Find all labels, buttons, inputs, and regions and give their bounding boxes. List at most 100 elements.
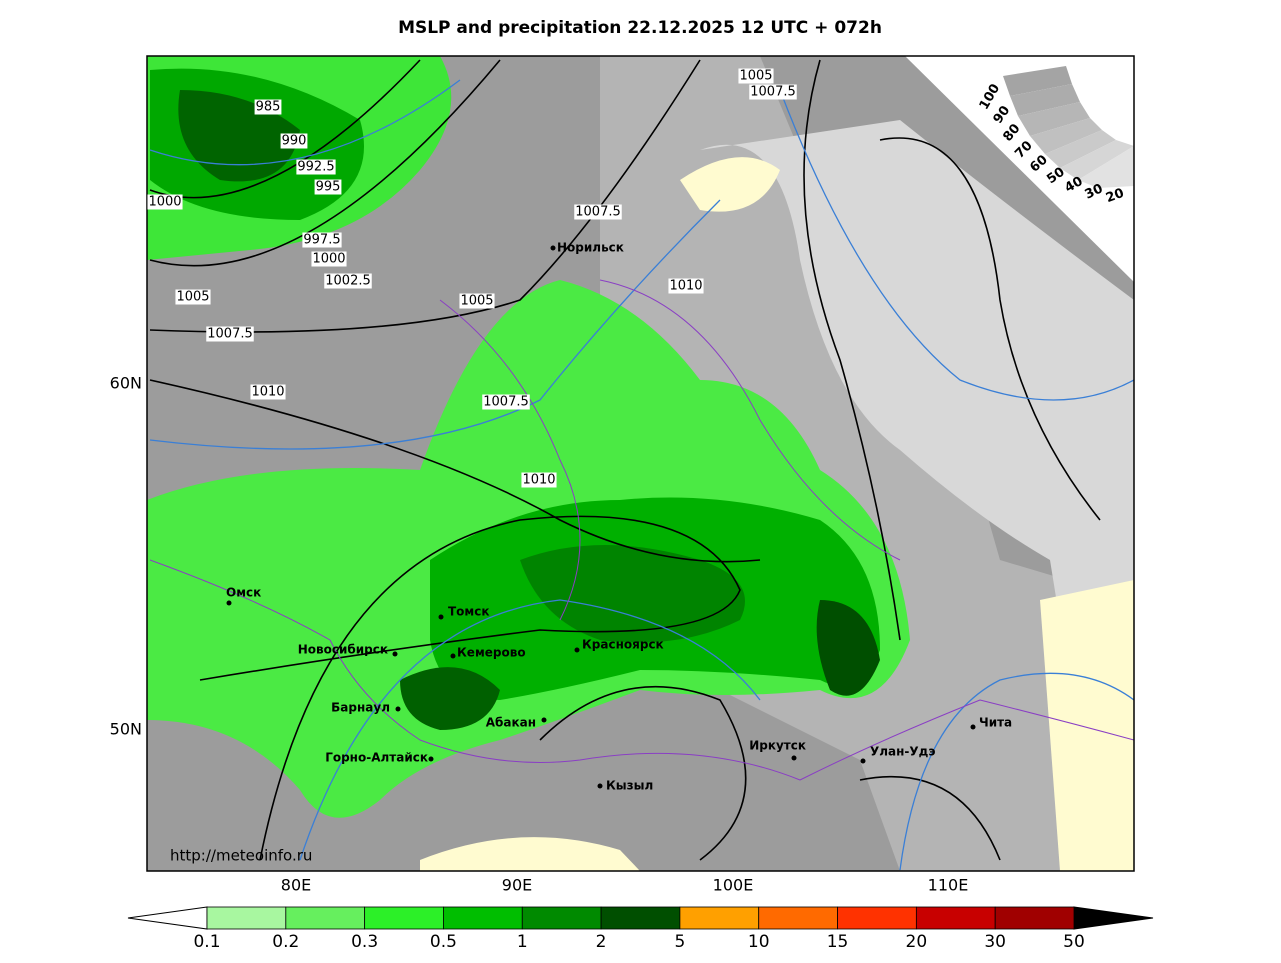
map-frame [146, 55, 1135, 872]
cloud-fan [1003, 66, 1134, 188]
isobar-label-bg [302, 232, 342, 248]
isobar-label-bg [738, 68, 774, 84]
city-dot [550, 245, 556, 251]
isobar-label: 1000 [312, 252, 345, 267]
lat-label: 50N [110, 720, 142, 739]
isobar-label-bg [749, 84, 797, 100]
city-dot [450, 653, 456, 659]
colorbar-over [1073, 906, 1154, 930]
colorbar-box [994, 906, 1075, 930]
precip-area [520, 545, 745, 643]
isobar-label-bg [574, 204, 622, 220]
lon-label: 100E [713, 876, 754, 895]
isobar-label: 995 [316, 180, 341, 195]
colorbar-tick-label: 1 [517, 932, 528, 952]
city-label: Кемерово [457, 646, 526, 660]
isobar-label: 1005 [176, 290, 209, 305]
clear-area [420, 837, 640, 871]
lon-label: 90E [502, 876, 532, 895]
isobar-label: 1007.5 [750, 85, 796, 100]
city-label: Абакан [486, 716, 536, 730]
colorbar-box [915, 906, 996, 930]
cloud-legend-label: 30 [1083, 181, 1106, 202]
isobar-label: 985 [256, 100, 281, 115]
city-label: Иркутск [749, 739, 806, 753]
colorbar-box [679, 906, 760, 930]
colorbar-tick-label: 15 [827, 932, 849, 952]
colorbar-box [285, 906, 366, 930]
isobar-label-bg [254, 99, 282, 115]
city-label: Барнаул [331, 701, 390, 715]
colorbar-box [443, 906, 523, 930]
colorbar-tick-label: 10 [748, 932, 770, 952]
city-label: Омск [226, 586, 261, 600]
isobar-label: 1002.5 [325, 274, 371, 289]
isobar-label: 1005 [739, 69, 772, 84]
city-label: Томск [448, 605, 490, 619]
colorbar-under [127, 906, 208, 930]
isobar-label: 997.5 [303, 233, 340, 248]
city-dot [392, 651, 398, 657]
city-dot [226, 600, 232, 606]
city-label: Кызыл [606, 779, 653, 793]
colorbar-tick-label: 0.3 [351, 932, 378, 952]
colorbar-tick-label: 50 [1063, 932, 1085, 952]
clear-area [1040, 580, 1134, 871]
city-dot [428, 756, 434, 762]
isobar-label: 1010 [522, 473, 555, 488]
isobar-label: 1010 [669, 279, 702, 294]
isobar-label-bg [147, 194, 183, 210]
city-dot [791, 755, 797, 761]
city-dot [970, 724, 976, 730]
cloud-area [700, 120, 1134, 871]
city-label: Норильск [557, 241, 624, 255]
isobar-label-bg [311, 251, 347, 267]
isobar-label: 1007.5 [207, 327, 253, 342]
title: MSLP and precipitation 22.12.2025 12 UTC… [398, 18, 882, 38]
city-label: Улан-Удэ [870, 745, 935, 759]
isobar-label: 1007.5 [575, 205, 621, 220]
colorbar-tick-label: 5 [674, 932, 685, 952]
city-dot [574, 647, 580, 653]
city-dot [395, 706, 401, 712]
source-url: http://meteoinfo.ru [170, 847, 312, 865]
colorbar-tick-label: 20 [906, 932, 928, 952]
isobar-label-bg [521, 472, 557, 488]
isobar-label-bg [296, 159, 336, 175]
precip-area [400, 667, 500, 730]
colorbar-tick-label: 0.5 [430, 932, 457, 952]
city-dot [860, 758, 866, 764]
colorbar-tick-label: 2 [596, 932, 607, 952]
isobar-label: 990 [282, 134, 307, 149]
cloud-legend-label: 20 [1104, 186, 1126, 206]
colorbar-tick-label: 0.1 [193, 932, 220, 952]
isobar-label: 1007.5 [483, 395, 529, 410]
lon-label: 110E [928, 876, 969, 895]
clear-area [680, 157, 780, 212]
isobar-label-bg [280, 133, 308, 149]
isobar-label: 1005 [460, 294, 493, 309]
colorbar-tick-label: 0.2 [272, 932, 299, 952]
city-label: Чита [979, 716, 1012, 730]
city-dot [597, 783, 603, 789]
city-label: Новосибирск [298, 643, 388, 657]
colorbar-box [206, 906, 287, 930]
isobar-label-bg [668, 278, 704, 294]
isobar-label-bg [324, 273, 372, 289]
colorbar-box [837, 906, 917, 930]
isobar-label: 1000 [148, 195, 181, 210]
colorbar-box [758, 906, 838, 930]
isobar-label: 1010 [251, 385, 284, 400]
colorbar-box [364, 906, 444, 930]
colorbar-tick-label: 30 [984, 932, 1006, 952]
lon-label: 80E [281, 876, 311, 895]
isobar-label-bg [206, 326, 254, 342]
colorbar-box [521, 906, 602, 930]
isobar-label-bg [482, 394, 530, 410]
isobar-label-bg [459, 293, 495, 309]
city-dot [541, 717, 547, 723]
colorbar-box [600, 906, 681, 930]
map-field [147, 56, 1134, 871]
